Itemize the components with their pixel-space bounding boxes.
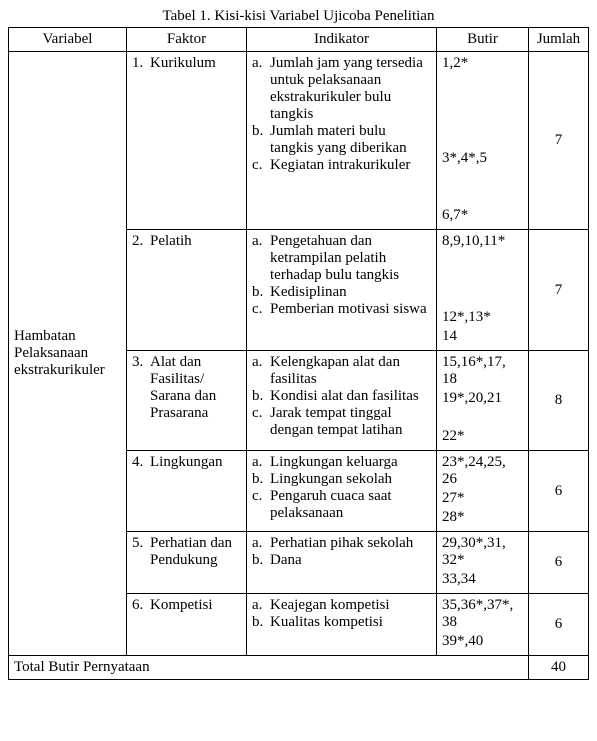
indikator-item: c.Jarak tempat tinggal dengan tempat lat… (252, 405, 431, 439)
total-row: Total Butir Pernyataan40 (9, 656, 589, 680)
butir-cell: 8,9,10,11* 12*,13* 14 (437, 230, 529, 351)
faktor-cell: 6.Kompetisi (127, 594, 247, 656)
butir-value: 28* (442, 509, 523, 526)
faktor-cell: 2.Pelatih (127, 230, 247, 351)
indikator-cell: a.Pengetahuan dan ketrampilan pelatih te… (247, 230, 437, 351)
kisi-table: Variabel Faktor Indikator Butir Jumlah H… (8, 27, 589, 680)
indikator-cell: a.Keajegan kompetisib.Kualitas kompetisi (247, 594, 437, 656)
jumlah-cell: 7 (529, 52, 589, 230)
butir-value: 33,34 (442, 571, 523, 588)
total-value: 40 (529, 656, 589, 680)
indikator-cell: a.Lingkungan keluargab.Lingkungan sekola… (247, 451, 437, 532)
th-butir: Butir (437, 28, 529, 52)
indikator-item: c.Pemberian motivasi siswa (252, 301, 431, 318)
butir-value: 1,2* (442, 55, 523, 72)
indikator-item: b.Kondisi alat dan fasilitas (252, 388, 431, 405)
indikator-item: a.Perhatian pihak sekolah (252, 535, 431, 552)
indikator-item: a.Kelengkapan alat dan fasilitas (252, 354, 431, 388)
butir-cell: 1,2* 3*,4*,5 6,7* (437, 52, 529, 230)
th-jumlah: Jumlah (529, 28, 589, 52)
indikator-item: a.Keajegan kompetisi (252, 597, 431, 614)
indikator-item: c.Kegiatan intrakurikuler (252, 157, 431, 174)
indikator-item: b.Kualitas kompetisi (252, 614, 431, 631)
butir-value: 12*,13* (442, 309, 523, 326)
table-header-row: Variabel Faktor Indikator Butir Jumlah (9, 28, 589, 52)
faktor-cell: 4.Lingkungan (127, 451, 247, 532)
butir-value: 35,36*,37*, 38 (442, 597, 523, 631)
butir-value: 22* (442, 428, 523, 445)
indikator-cell: a.Jumlah jam yang tersedia untuk pelaksa… (247, 52, 437, 230)
table-row: Hambatan Pelaksanaan ekstrakurikuler1.Ku… (9, 52, 589, 230)
indikator-cell: a.Perhatian pihak sekolahb.Dana (247, 532, 437, 594)
indikator-item: a.Lingkungan keluarga (252, 454, 431, 471)
butir-cell: 23*,24,25, 26 27* 28* (437, 451, 529, 532)
butir-value: 3*,4*,5 (442, 150, 523, 167)
indikator-item: a.Pengetahuan dan ketrampilan pelatih te… (252, 233, 431, 284)
indikator-item: a.Jumlah jam yang tersedia untuk pelaksa… (252, 55, 431, 123)
butir-value: 39*,40 (442, 633, 523, 650)
th-variabel: Variabel (9, 28, 127, 52)
indikator-item: b.Kedisiplinan (252, 284, 431, 301)
butir-cell: 29,30*,31, 32* 33,34 (437, 532, 529, 594)
jumlah-cell: 7 (529, 230, 589, 351)
jumlah-cell: 6 (529, 532, 589, 594)
butir-cell: 15,16*,17, 18 19*,20,21 22* (437, 351, 529, 451)
indikator-item: b.Dana (252, 552, 431, 569)
table-caption: Tabel 1. Kisi-kisi Variabel Ujicoba Pene… (8, 8, 589, 25)
th-faktor: Faktor (127, 28, 247, 52)
total-label: Total Butir Pernyataan (9, 656, 529, 680)
indikator-cell: a.Kelengkapan alat dan fasilitasb.Kondis… (247, 351, 437, 451)
jumlah-cell: 6 (529, 594, 589, 656)
butir-value: 15,16*,17, 18 (442, 354, 523, 388)
faktor-cell: 1.Kurikulum (127, 52, 247, 230)
indikator-item: b.Lingkungan sekolah (252, 471, 431, 488)
th-indikator: Indikator (247, 28, 437, 52)
butir-value: 19*,20,21 (442, 390, 523, 407)
faktor-cell: 5.Perhatian dan Pendukung (127, 532, 247, 594)
butir-value: 27* (442, 490, 523, 507)
butir-value: 8,9,10,11* (442, 233, 523, 250)
variabel-cell: Hambatan Pelaksanaan ekstrakurikuler (9, 52, 127, 656)
butir-cell: 35,36*,37*, 38 39*,40 (437, 594, 529, 656)
butir-value: 29,30*,31, 32* (442, 535, 523, 569)
butir-value: 23*,24,25, 26 (442, 454, 523, 488)
jumlah-cell: 8 (529, 351, 589, 451)
jumlah-cell: 6 (529, 451, 589, 532)
butir-value: 6,7* (442, 207, 523, 224)
butir-value: 14 (442, 328, 523, 345)
indikator-item: c.Pengaruh cuaca saat pelaksanaan (252, 488, 431, 522)
indikator-item: b.Jumlah materi bulu tangkis yang diberi… (252, 123, 431, 157)
faktor-cell: 3.Alat dan Fasilitas/ Sarana dan Prasara… (127, 351, 247, 451)
